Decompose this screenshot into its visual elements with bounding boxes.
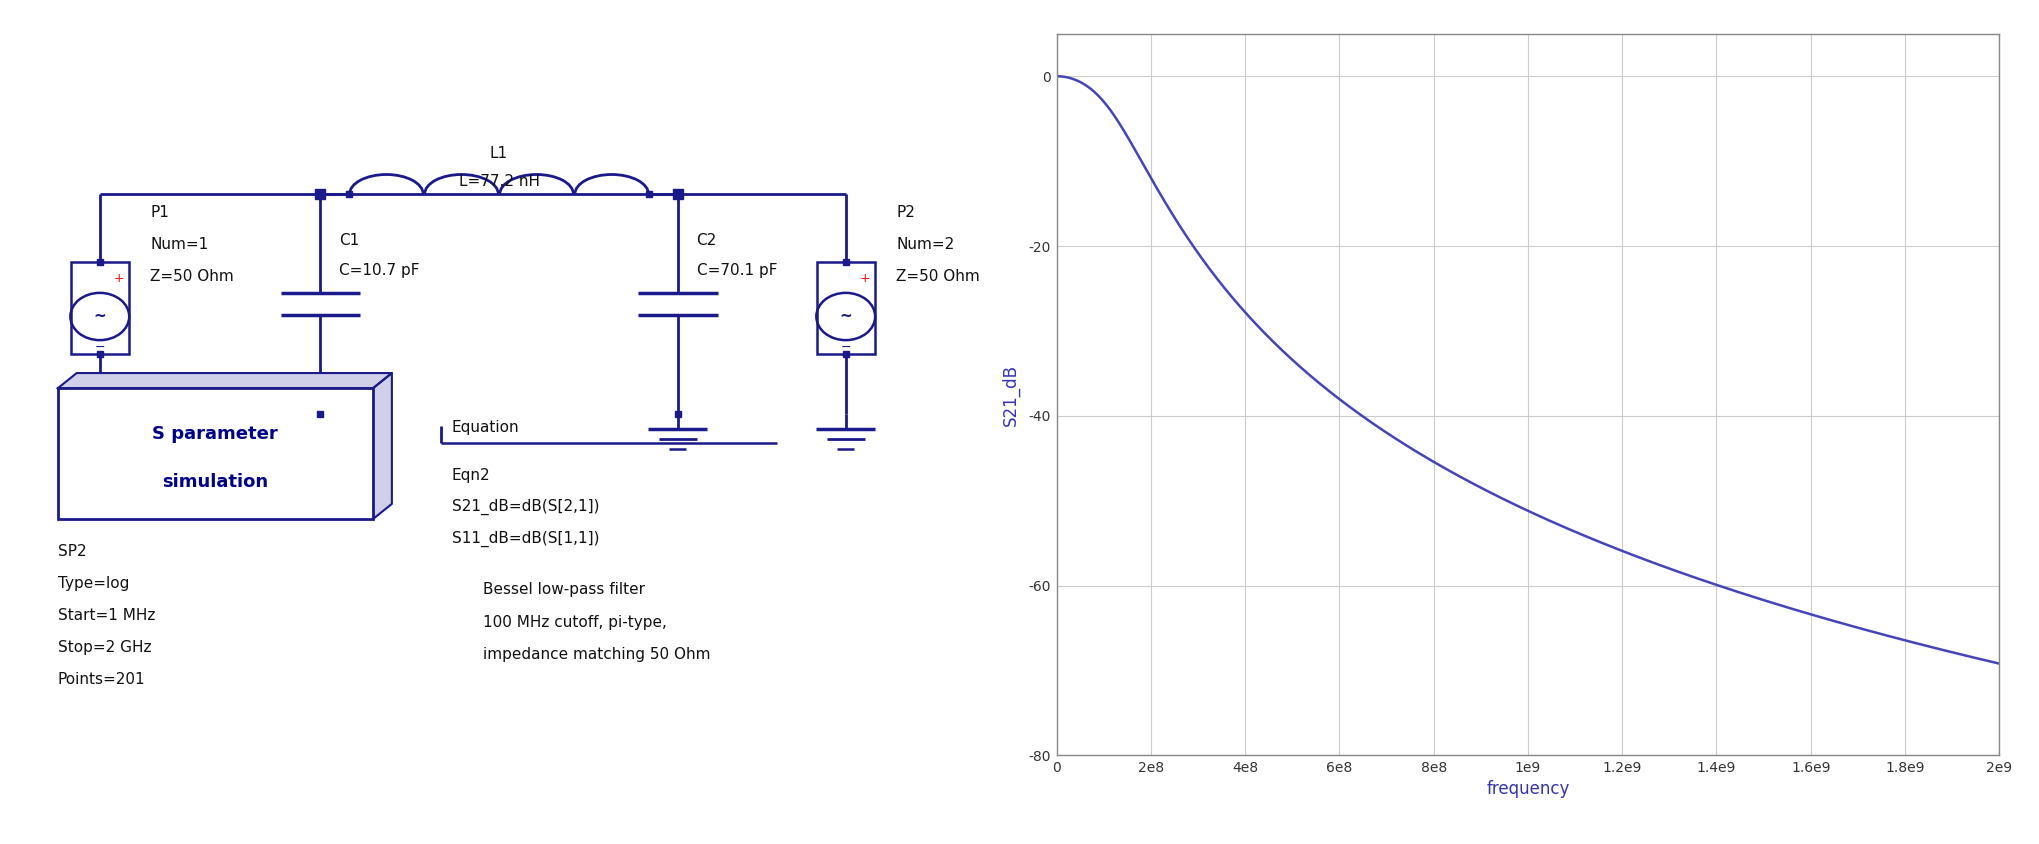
Bar [71, 262, 128, 354]
Text: −: − [840, 341, 850, 354]
Text: Z=50 Ohm: Z=50 Ohm [151, 269, 234, 284]
Text: Eqn2: Eqn2 [451, 468, 489, 483]
Text: Points=201: Points=201 [57, 672, 145, 687]
Text: impedance matching 50 Ohm: impedance matching 50 Ohm [483, 647, 710, 662]
Text: +: + [114, 272, 124, 285]
Text: SP2: SP2 [57, 544, 86, 559]
Text: C=10.7 pF: C=10.7 pF [338, 262, 420, 278]
Text: S21_dB=dB(S[2,1]): S21_dB=dB(S[2,1]) [451, 499, 599, 516]
Text: Z=50 Ohm: Z=50 Ohm [895, 269, 979, 284]
Text: Equation: Equation [451, 420, 520, 436]
Text: 100 MHz cutoff, pi-type,: 100 MHz cutoff, pi-type, [483, 614, 667, 630]
Text: L1: L1 [489, 146, 508, 161]
Text: C1: C1 [338, 233, 359, 248]
Text: Num=1: Num=1 [151, 237, 208, 252]
X-axis label: frequency: frequency [1486, 781, 1568, 798]
Y-axis label: S21_dB: S21_dB [1001, 364, 1020, 425]
Text: Bessel low-pass filter: Bessel low-pass filter [483, 582, 644, 598]
Text: Start=1 MHz: Start=1 MHz [57, 608, 155, 623]
Text: P1: P1 [151, 205, 169, 220]
Polygon shape [57, 373, 391, 388]
Text: C2: C2 [695, 233, 716, 248]
Text: P2: P2 [895, 205, 916, 220]
Bar [816, 262, 875, 354]
Text: C=70.1 pF: C=70.1 pF [695, 262, 777, 278]
Text: −: − [94, 341, 104, 354]
Text: S parameter: S parameter [153, 425, 277, 443]
Text: ~: ~ [94, 309, 106, 324]
Text: Stop=2 GHz: Stop=2 GHz [57, 640, 151, 655]
Text: Type=log: Type=log [57, 576, 128, 591]
Polygon shape [373, 373, 391, 519]
Text: simulation: simulation [163, 473, 269, 491]
Text: Num=2: Num=2 [895, 237, 954, 252]
Text: L=77.2 nH: L=77.2 nH [459, 174, 538, 189]
Text: S11_dB=dB(S[1,1]): S11_dB=dB(S[1,1]) [451, 531, 599, 548]
Text: +: + [858, 272, 869, 285]
Bar [57, 388, 373, 519]
Text: ~: ~ [838, 309, 852, 324]
